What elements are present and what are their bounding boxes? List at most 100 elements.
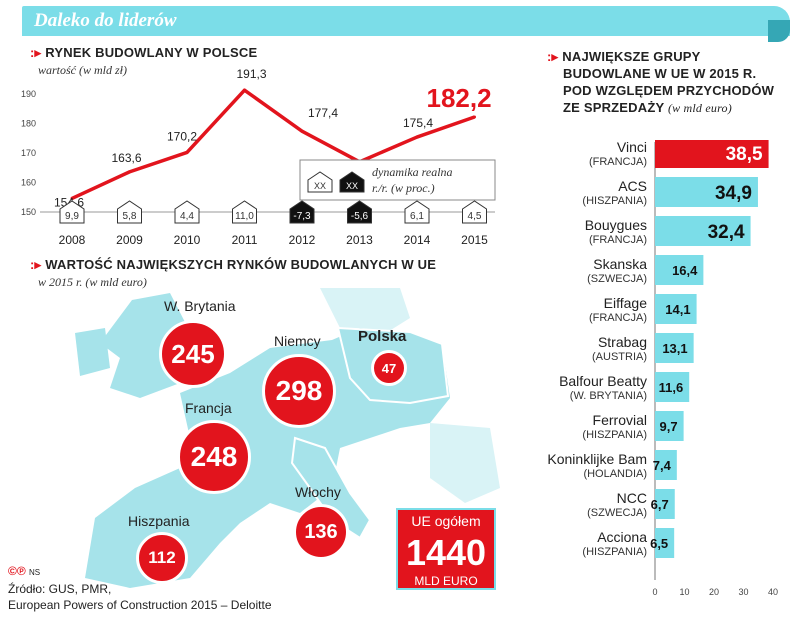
bar: [655, 177, 758, 207]
growth-label: 9,9: [65, 211, 79, 222]
legend-house-negative-icon: [339, 171, 365, 193]
market-circle: 245: [159, 320, 227, 388]
y-tick-label: 170: [21, 148, 36, 158]
europe-map: [70, 288, 505, 590]
bar-category-label: Bouygues: [585, 217, 647, 233]
data-point: [415, 135, 419, 139]
map-ireland: [75, 328, 110, 376]
bar-country-label: (AUSTRIA): [592, 351, 647, 363]
bar-country-label: (SZWECJA): [587, 273, 647, 285]
author-initials: NS: [29, 568, 41, 577]
bar-heading-line: pod względem przychodów: [563, 83, 775, 98]
eu-total-box: UE ogółem 1440 MLD EURO: [396, 508, 496, 590]
country-label: W. Brytania: [164, 298, 236, 314]
bar-country-label: (W. BRYTANIA): [570, 390, 647, 402]
growth-marker: [232, 200, 257, 224]
growth-label: 6,1: [410, 211, 424, 222]
bar: [655, 140, 769, 168]
country-label: Włochy: [295, 484, 341, 500]
bar-country-label: (HISZPANIA): [582, 195, 647, 207]
bar-value-label: 6,5: [650, 536, 668, 551]
bar-value-label: 6,7: [651, 497, 669, 512]
growth-marker: [289, 200, 315, 224]
growth-marker: [59, 200, 85, 224]
bar-value-label: 11,6: [659, 380, 684, 395]
map-shapes: [75, 288, 500, 588]
bar: [655, 294, 697, 324]
data-label: 175,4: [403, 116, 433, 130]
bar: [655, 489, 675, 519]
x-tick-label: 0: [652, 587, 657, 597]
bar: [655, 333, 694, 363]
eu-total-unit: MLD EURO: [414, 574, 478, 588]
bar-category-label: Eiffage: [604, 295, 648, 311]
data-point: [70, 196, 74, 200]
x-tick-label: 2015: [461, 233, 488, 247]
market-circle: 298: [262, 354, 336, 428]
title-curl-decoration: [768, 20, 790, 42]
market-circle: 47: [371, 350, 407, 386]
y-tick-label: 150: [21, 207, 36, 217]
bar-category-label: Koninklijke Bam: [547, 451, 647, 467]
growth-marker: [174, 200, 200, 224]
x-tick-label: 30: [738, 587, 748, 597]
title-bar: Daleko do liderów: [22, 6, 790, 36]
bar-value-label: 38,5: [726, 144, 763, 165]
data-label: 170,2: [167, 129, 197, 143]
bar-category-label: NCC: [617, 490, 647, 506]
data-label: 182,2: [427, 83, 492, 113]
map-heading-text: Wartość największych rynków budowlanych …: [45, 257, 437, 272]
bullet-arrow-icon: :▸: [547, 49, 559, 64]
data-label: 191,3: [237, 67, 267, 81]
bar-country-label: (SZWECJA): [587, 507, 647, 519]
bar-value-label: 14,1: [665, 302, 690, 317]
bar: [655, 372, 690, 402]
x-tick-label: 2008: [59, 233, 86, 247]
bar-value-label: 9,7: [660, 419, 678, 434]
legend-text: r./r. (w proc.): [372, 181, 435, 195]
bullet-arrow-icon: :▸: [30, 45, 42, 60]
bar-country-label: (FRANCJA): [589, 234, 647, 246]
bar-heading-subtitle: (w mld euro): [667, 101, 732, 115]
bar: [655, 216, 751, 246]
bar-category-label: Skanska: [593, 256, 647, 272]
bar-country-label: (HOLANDIA): [583, 468, 647, 480]
page-title: Daleko do liderów: [34, 10, 177, 31]
x-tick-label: 2011: [232, 233, 258, 247]
bar-category-label: Balfour Beatty: [559, 373, 647, 389]
x-tick-label: 2014: [404, 233, 431, 247]
map-mainland: [85, 328, 450, 588]
bar-value-label: 13,1: [662, 341, 687, 356]
growth-label: 4,4: [180, 211, 194, 222]
bar: [655, 528, 675, 558]
bar-category-label: Ferrovial: [593, 412, 647, 428]
bar-heading-line: budowlane w UE w 2015 r.: [563, 66, 757, 81]
market-circle: 136: [293, 504, 349, 560]
country-label-poland: Polska: [358, 328, 407, 345]
growth-label: 5,8: [123, 211, 137, 222]
data-label: 177,4: [308, 106, 338, 120]
line-chart: 190180170160150154,6163,6170,2191,3177,4…: [21, 67, 496, 247]
data-point: [300, 129, 304, 133]
bar-country-label: (FRANCJA): [589, 312, 647, 324]
source-line-2: European Powers of Construction 2015 – D…: [8, 598, 272, 612]
copyright-icon: ©℗: [8, 564, 26, 578]
x-tick-label: 2012: [289, 233, 316, 247]
legend-xx-positive: XX: [314, 181, 326, 191]
country-label: Niemcy: [274, 333, 321, 349]
bar-category-label: Acciona: [597, 529, 647, 545]
eu-total-label: UE ogółem: [411, 513, 481, 529]
bar-category-label: Strabag: [598, 334, 647, 350]
bar-category-label: ACS: [618, 178, 647, 194]
bar: [655, 411, 684, 441]
bar-value-label: 16,4: [672, 263, 698, 278]
bar: [655, 255, 704, 285]
line-chart-heading: :▸ Rynek budowlany w Polsce: [30, 44, 257, 61]
growth-label: 4,5: [468, 211, 482, 222]
bar-chart-heading: :▸ Największe grupy budowlane w UE w 2015…: [547, 48, 774, 117]
y-tick-label: 160: [21, 178, 36, 188]
bullet-arrow-icon: :▸: [30, 257, 42, 272]
y-tick-label: 190: [21, 89, 36, 99]
map-subtitle: w 2015 r. (w mld euro): [38, 275, 147, 289]
market-circle: 248: [177, 420, 251, 494]
